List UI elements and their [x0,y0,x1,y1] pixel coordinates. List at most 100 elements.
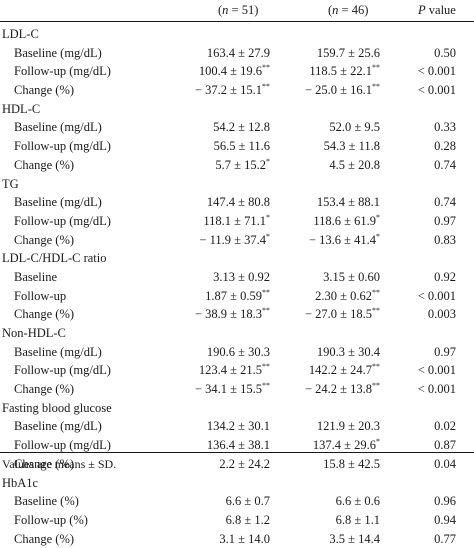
group-row: HbA1c [0,474,474,493]
significance-marker: * [376,231,380,241]
group-2-value: 142.2 ± 24.7** [0,361,380,380]
group-2-value: − 25.0 ± 16.1** [0,81,380,100]
significance-marker: ** [262,362,270,372]
table-row: Baseline (mg/dL) 147.4 ± 80.8 153.4 ± 88.1… [0,193,474,212]
group-1-value: 134.2 ± 30.1 [0,417,270,436]
group-label: TG [2,176,19,191]
table-row: Baseline (mg/dL) 134.2 ± 30.1 121.9 ± 20.3… [0,417,474,436]
p-value: 0.04 [434,456,456,471]
cell-value: 2.2 ± 24.2 [219,456,270,471]
significance-marker: * [266,231,270,241]
cell-value: 118.6 ± 61.9 [313,213,376,228]
row-label: Baseline [14,269,58,284]
cell-value: 159.7 ± 25.6 [316,45,380,60]
significance-marker: ** [262,82,270,92]
group-1-value: 54.2 ± 12.8 [0,118,270,137]
group-2-value: 4.5 ± 20.8 [0,156,380,175]
table-bottom-rule [0,452,474,453]
group-1-value: 100.4 ± 19.6** [0,62,270,81]
cell-value: 190.6 ± 30.3 [206,344,270,359]
group-2-value: 118.5 ± 22.1** [0,62,380,81]
cell-value: 123.4 ± 21.5 [198,363,262,378]
cell-value: 163.4 ± 27.9 [206,45,270,60]
group-2-value: 190.3 ± 30.4 [0,343,380,362]
cell-value: 54.2 ± 12.8 [213,120,270,135]
cell-value: 1.87 ± 0.59 [205,288,262,303]
group-label: LDL-C [2,27,39,41]
cell-value: 136.4 ± 38.1 [206,438,270,453]
significance-marker: ** [372,362,380,372]
table-row: Follow-up 1.87 ± 0.59** 2.30 ± 0.62** < 0.0… [0,287,474,306]
column-header-group-2: (n = 46) [328,3,368,17]
cell-value: 153.4 ± 88.1 [316,195,380,210]
significance-marker: ** [262,63,270,73]
cell-value: 118.1 ± 71.1 [203,213,266,228]
significance-marker: ** [372,82,380,92]
cell-value: − 38.9 ± 18.3 [194,307,262,322]
column-header-p-value: P value [418,3,456,17]
group-label: HDL-C [2,101,41,116]
table-row: Baseline (mg/dL) 190.6 ± 30.3 190.3 ± 30.4… [0,343,474,362]
p-value: < 0.001 [417,382,456,397]
group-row: HDL-C [0,100,474,119]
group-1-value: − 38.9 ± 18.3** [0,305,270,324]
cell-value: 5.7 ± 15.2 [215,157,266,172]
row-label: Baseline (mg/dL) [14,120,102,135]
group-1-value: 118.1 ± 71.1* [0,212,270,231]
header-n: n [222,3,229,17]
row-label: Follow-up (mg/dL) [14,64,111,79]
p-value: 0.96 [434,494,456,509]
table-row: Change (%) − 38.9 ± 18.3** − 27.0 ± 18.5**… [0,305,474,324]
group-1-value: 163.4 ± 27.9 [0,44,270,63]
group-label: Non-HDL-C [2,326,66,340]
row-label: Baseline (mg/dL) [14,344,102,359]
cell-value: 3.13 ± 0.92 [213,269,270,284]
row-label: Change (%) [14,382,75,397]
cell-value: 56.5 ± 11.6 [213,139,270,154]
column-header-group-1: (n = 51) [218,3,258,17]
table-row: Follow-up (mg/dL) 136.4 ± 38.1 137.4 ± 29.… [0,436,474,455]
header-text: = 51) [228,3,259,17]
significance-marker: ** [372,287,380,297]
p-value: 0.94 [434,512,456,527]
group-row: Non-HDL-C [0,324,474,343]
p-value: 0.33 [434,120,456,135]
table-row: Change (%) − 11.9 ± 37.4* − 13.6 ± 41.4* 0.… [0,231,474,250]
group-1-value: − 37.2 ± 15.1** [0,81,270,100]
p-value: 0.83 [434,232,456,247]
significance-marker: * [376,212,380,222]
row-label: Change (%) [14,157,75,172]
table-row: Baseline 3.13 ± 0.92 3.15 ± 0.60 0.92 [0,268,474,287]
group-2-value: 121.9 ± 20.3 [0,417,380,436]
header-text: value [425,3,456,17]
group-1-value: 147.4 ± 80.8 [0,193,270,212]
table-row: Follow-up (mg/dL) 123.4 ± 21.5** 142.2 ± 2… [0,361,474,380]
table-row: Change (%) − 37.2 ± 15.1** − 25.0 ± 16.1**… [0,81,474,100]
table-row: Follow-up (mg/dL) 100.4 ± 19.6** 118.5 ± 2… [0,62,474,81]
header-p: P [418,3,426,17]
significance-marker: ** [262,306,270,316]
row-label: Change (%) [14,307,75,322]
group-1-value: 1.87 ± 0.59** [0,287,270,306]
cell-value: − 37.2 ± 15.1 [194,83,262,98]
significance-marker: * [266,212,270,222]
p-value: 0.50 [434,45,456,60]
significance-marker: ** [372,63,380,73]
group-2-value: 159.7 ± 25.6 [0,44,380,63]
table-row: Follow-up (mg/dL) 118.1 ± 71.1* 118.6 ± 61… [0,212,474,231]
p-value: < 0.001 [417,363,456,378]
row-label: Follow-up (mg/dL) [14,139,111,154]
table-row: Baseline (%) 6.6 ± 0.7 6.6 ± 0.6 0.96 [0,492,474,511]
p-value: 0.97 [434,213,456,228]
group-2-value: 3.15 ± 0.60 [0,268,380,287]
group-1-value: 3.13 ± 0.92 [0,268,270,287]
cell-value: 15.8 ± 42.5 [323,456,380,471]
group-2-value: 153.4 ± 88.1 [0,193,380,212]
group-1-value: 136.4 ± 38.1 [0,436,270,455]
group-row: TG [0,175,474,194]
p-value: < 0.001 [417,64,456,79]
significance-marker: * [266,156,270,166]
group-2-value: 2.30 ± 0.62** [0,287,380,306]
group-row: Fasting blood glucose [0,399,474,418]
significance-marker: ** [262,287,270,297]
